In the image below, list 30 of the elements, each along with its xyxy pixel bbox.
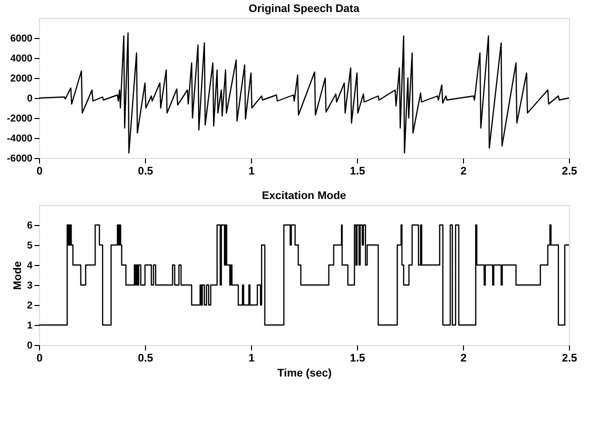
chart-title: Excitation Mode xyxy=(262,190,346,202)
x-tick-label: 0.5 xyxy=(138,352,154,364)
x-tick-label: 2 xyxy=(460,352,467,364)
y-tick-label: 2000 xyxy=(10,74,33,84)
y-tick-label: 4000 xyxy=(10,54,33,64)
y-tick-label: -2000 xyxy=(6,114,33,124)
y-tick-label: 0 xyxy=(26,94,33,104)
chart-title: Original Speech Data xyxy=(248,3,360,15)
y-tick-label: 4 xyxy=(26,260,33,272)
x-tick-label: 0.5 xyxy=(138,166,154,178)
y-tick-label: -6000 xyxy=(6,154,33,164)
y-tick-label: 2 xyxy=(26,300,33,312)
x-tick-label: 0 xyxy=(36,166,43,178)
x-tick-label: 1.5 xyxy=(350,352,366,364)
x-tick-label: 1.5 xyxy=(350,166,366,178)
y-tick-label: 3 xyxy=(26,280,33,292)
y-tick-label: -4000 xyxy=(6,134,33,144)
x-tick-label: 2.5 xyxy=(562,166,578,178)
x-axis-title: Time (sec) xyxy=(277,368,332,380)
y-tick-label: 6000 xyxy=(10,34,33,44)
x-tick-label: 0 xyxy=(36,352,43,364)
x-tick-label: 1 xyxy=(248,166,255,178)
y-tick-label: 6 xyxy=(26,220,33,232)
y-tick-label: 0 xyxy=(26,340,33,352)
x-tick-label: 1 xyxy=(248,352,255,364)
y-tick-label: 5 xyxy=(26,240,33,252)
y-axis-title: Mode xyxy=(12,261,24,290)
y-tick-label: 1 xyxy=(26,320,33,332)
x-tick-label: 2 xyxy=(460,166,467,178)
x-tick-label: 2.5 xyxy=(562,352,578,364)
